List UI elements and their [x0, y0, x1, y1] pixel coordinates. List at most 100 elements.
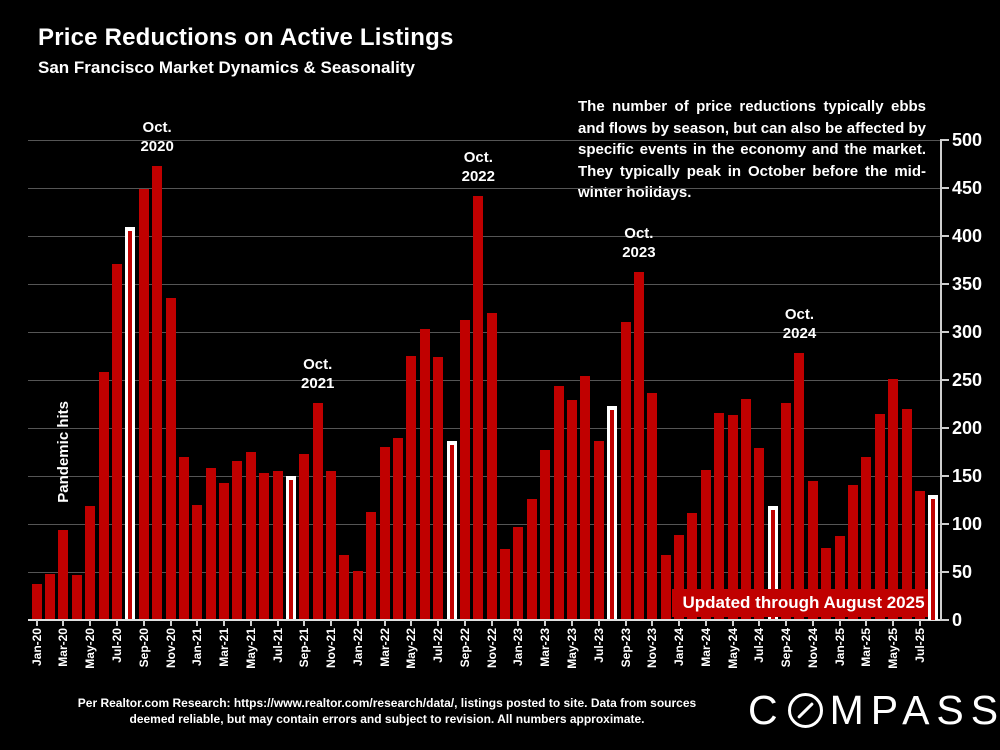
- y-tick-150: [940, 475, 949, 477]
- bar-Jul-20: [111, 263, 122, 620]
- y-axis-label-450: 450: [952, 178, 983, 198]
- y-tick-400: [940, 235, 949, 237]
- x-tick-Jan-23: [517, 620, 520, 626]
- bar-Jul-23: [593, 441, 604, 620]
- bar-Sep-20: [138, 188, 149, 620]
- bar-Apr-25: [874, 413, 885, 620]
- x-axis-label-Mar-24: Mar-24: [698, 628, 713, 667]
- bar-Sep-21: [299, 453, 310, 620]
- x-tick-Nov-22: [490, 620, 493, 626]
- annotation-Oct-22: Oct. 2022: [461, 148, 495, 185]
- bar-May-23: [566, 400, 577, 620]
- bar-May-22: [406, 356, 417, 620]
- bar-Jul-22: [433, 356, 444, 620]
- x-tick-Jul-24: [758, 620, 761, 626]
- bar-Aug-25: [928, 495, 939, 620]
- bar-Jun-21: [259, 473, 270, 620]
- y-axis-label-500: 500: [952, 130, 983, 150]
- x-tick-May-25: [892, 620, 895, 626]
- y-tick-500: [940, 139, 949, 141]
- x-tick-Jul-23: [597, 620, 600, 626]
- x-tick-Mar-21: [223, 620, 226, 626]
- bar-Mar-25: [861, 456, 872, 620]
- x-tick-Mar-20: [62, 620, 65, 626]
- bar-Jan-23: [513, 526, 524, 620]
- bar-Oct-20: [152, 165, 163, 620]
- commentary-text: The number of price reductions typically…: [578, 98, 926, 201]
- y-axis-label-250: 250: [952, 370, 983, 390]
- y-axis-label-300: 300: [952, 322, 983, 342]
- x-axis-label-Jan-24: Jan-24: [672, 628, 687, 667]
- x-tick-May-22: [410, 620, 413, 626]
- x-tick-Sep-21: [303, 620, 306, 626]
- bar-Apr-23: [553, 385, 564, 620]
- gridline-250: [28, 379, 941, 381]
- x-tick-Jan-24: [678, 620, 681, 626]
- x-tick-Jan-25: [838, 620, 841, 626]
- bar-Jan-20: [31, 583, 42, 620]
- x-axis-label-Mar-25: Mar-25: [859, 628, 874, 667]
- annotation-Oct-20: Oct. 2020: [140, 118, 174, 155]
- bar-Nov-24: [807, 480, 818, 620]
- x-tick-Mar-22: [383, 620, 386, 626]
- x-tick-Jan-20: [35, 620, 38, 626]
- bar-Apr-24: [714, 412, 725, 620]
- annotation-pandemic-hits: Pandemic hits: [55, 401, 73, 503]
- bar-Dec-22: [500, 548, 511, 620]
- x-tick-May-20: [89, 620, 92, 626]
- x-tick-Jul-22: [437, 620, 440, 626]
- x-axis-label-Nov-20: Nov-20: [163, 628, 178, 669]
- bar-Jul-25: [914, 491, 925, 620]
- footer-disclaimer: Per Realtor.com Research: https://www.re…: [77, 696, 697, 726]
- y-tick-250: [940, 379, 949, 381]
- bar-Feb-24: [687, 513, 698, 620]
- y-tick-50: [940, 571, 949, 573]
- x-tick-Nov-24: [811, 620, 814, 626]
- bar-Jun-24: [740, 399, 751, 620]
- x-axis-label-May-20: May-20: [83, 628, 98, 669]
- y-tick-100: [940, 523, 949, 525]
- bar-Sep-24: [781, 403, 792, 620]
- x-axis-line: [28, 619, 941, 621]
- x-tick-May-21: [249, 620, 252, 626]
- bar-Jul-24: [754, 448, 765, 620]
- bar-Feb-22: [366, 512, 377, 620]
- x-axis-label-May-22: May-22: [404, 628, 419, 669]
- y-tick-0: [940, 619, 949, 621]
- x-tick-Nov-23: [651, 620, 654, 626]
- bar-Sep-23: [620, 322, 631, 620]
- bar-Nov-23: [647, 393, 658, 620]
- bar-Apr-21: [232, 460, 243, 620]
- gridline-400: [28, 235, 941, 237]
- y-tick-350: [940, 283, 949, 285]
- bar-Oct-24: [794, 353, 805, 620]
- bar-Aug-24: [767, 505, 778, 621]
- page-title: Price Reductions on Active Listings: [38, 24, 454, 51]
- x-axis-label-Jul-22: Jul-22: [431, 628, 446, 663]
- x-axis-label-Nov-23: Nov-23: [645, 628, 660, 669]
- y-axis-label-150: 150: [952, 466, 983, 486]
- x-axis-label-Mar-20: Mar-20: [56, 628, 71, 667]
- x-tick-Jul-25: [918, 620, 921, 626]
- logo-letters-mpass: MPASS: [829, 687, 1000, 733]
- y-axis-label-100: 100: [952, 514, 983, 534]
- x-axis-label-Jan-21: Jan-21: [190, 628, 205, 667]
- bar-Nov-21: [326, 471, 337, 620]
- bar-Dec-23: [660, 554, 671, 620]
- gridline-300: [28, 331, 941, 333]
- bar-Sep-22: [459, 320, 470, 620]
- x-axis-label-Jan-20: Jan-20: [29, 628, 44, 667]
- bar-Aug-20: [125, 227, 136, 620]
- bar-Oct-21: [312, 403, 323, 620]
- x-tick-Jul-20: [115, 620, 118, 626]
- bar-Mar-21: [219, 482, 230, 620]
- x-tick-Mar-25: [865, 620, 868, 626]
- x-axis-label-Sep-20: Sep-20: [136, 628, 151, 668]
- x-axis-label-Nov-22: Nov-22: [484, 628, 499, 669]
- x-axis-label-Jul-25: Jul-25: [912, 628, 927, 663]
- bar-Nov-22: [486, 312, 497, 620]
- bar-Mar-24: [700, 470, 711, 620]
- x-tick-Jul-21: [276, 620, 279, 626]
- bar-Jan-21: [192, 504, 203, 620]
